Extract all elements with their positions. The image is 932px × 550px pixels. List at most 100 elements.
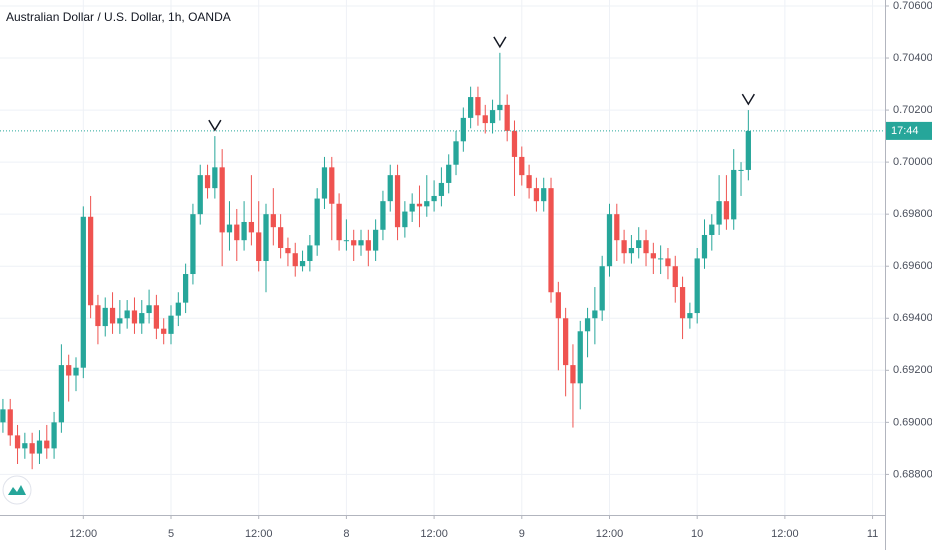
candle-body: [197, 175, 203, 215]
candle-body: [533, 188, 540, 202]
fractal-marker: [208, 119, 222, 132]
candle-body: [314, 198, 320, 246]
candle-body: [270, 214, 276, 228]
candle-body: [182, 274, 189, 303]
x-tick-label: 12:00: [420, 528, 448, 540]
candle-body: [526, 175, 532, 189]
y-tick-label: 0.69800: [893, 208, 932, 220]
candle-body: [95, 305, 101, 327]
candle-body: [73, 367, 79, 376]
candle-body: [672, 266, 678, 288]
candle-body: [109, 307, 116, 324]
candle-body: [606, 214, 613, 267]
candle-body: [511, 130, 518, 157]
candle-body: [373, 229, 379, 251]
candle-body: [402, 211, 408, 228]
candle-body: [701, 234, 708, 259]
candle-body: [745, 130, 751, 170]
price-label: 17:44: [891, 125, 919, 137]
candle-body: [226, 224, 233, 233]
candle-body: [599, 266, 605, 311]
candle-body: [694, 258, 700, 314]
candle-body: [241, 221, 247, 241]
candle-body: [497, 104, 503, 111]
candle-body: [636, 240, 642, 249]
candle-body: [570, 365, 576, 384]
candle-body: [285, 248, 291, 254]
candle-body: [117, 318, 123, 324]
candle-body: [614, 214, 620, 241]
candle-body: [577, 331, 583, 384]
candle-body: [548, 188, 554, 293]
candle-body: [307, 245, 313, 262]
candle-body: [584, 318, 591, 332]
y-tick-label: 0.69400: [893, 312, 932, 324]
fractal-marker: [493, 36, 507, 49]
candle-body: [44, 440, 50, 449]
x-tick-label: 10: [691, 528, 703, 540]
price-label-box: [886, 121, 932, 140]
candle-body: [650, 253, 656, 259]
y-tick-label: 0.70000: [893, 156, 932, 168]
candle-body: [409, 203, 415, 212]
candle-body: [687, 313, 693, 319]
logo: [2, 475, 32, 505]
candle-body: [219, 167, 225, 233]
plot: [0, 36, 885, 470]
y-tick-label: 0.69200: [893, 364, 932, 376]
candle-body: [453, 141, 459, 165]
candle-body: [7, 409, 13, 436]
candle-body: [365, 240, 371, 251]
candle-body: [299, 261, 306, 267]
candle-body: [51, 422, 57, 449]
candle-body: [204, 175, 211, 189]
x-tick-label: 12:00: [70, 528, 98, 540]
y-tick-label: 0.70200: [893, 104, 932, 116]
x-tick-label: 9: [519, 528, 525, 540]
candle-body: [416, 203, 423, 207]
candle-body: [563, 318, 569, 366]
candle-body: [504, 104, 510, 131]
candle-body: [709, 224, 715, 235]
candle-body: [446, 164, 452, 183]
candle-body: [248, 221, 255, 233]
candle-body: [431, 195, 437, 202]
candle-body: [541, 188, 547, 202]
candle-body: [29, 443, 35, 454]
y-tick-label: 0.70400: [893, 52, 932, 64]
candle-body: [87, 216, 94, 306]
candle-body: [351, 240, 357, 246]
candle-body: [131, 310, 138, 324]
candle-body: [66, 365, 72, 376]
candle-body: [36, 440, 43, 454]
x-tick-label: 12:00: [771, 528, 799, 540]
y-tick-label: 0.69600: [893, 260, 932, 272]
candle-body: [394, 175, 401, 228]
candle-body: [723, 201, 730, 220]
x-tick-label: 12:00: [596, 528, 624, 540]
candle-body: [658, 258, 664, 260]
candle-body: [438, 182, 445, 196]
candle-body: [234, 224, 240, 241]
candle-body: [168, 315, 174, 334]
candle-body: [102, 307, 108, 327]
candle-body: [555, 292, 561, 319]
candle-body: [58, 365, 65, 423]
candle-body: [592, 310, 598, 319]
candle-body: [424, 201, 430, 207]
candle-body: [146, 305, 152, 314]
candle-body: [621, 240, 627, 254]
candle-body: [212, 167, 218, 189]
y-tick-label: 0.69000: [893, 416, 932, 428]
y-tick-label: 0.68800: [893, 468, 932, 480]
candle-body: [519, 156, 525, 176]
candle-body: [665, 258, 671, 267]
candle-body: [139, 313, 145, 324]
candle-body: [321, 167, 328, 199]
x-tick-label: 5: [168, 528, 174, 540]
candle-body: [380, 201, 386, 230]
candle-body: [460, 117, 466, 142]
